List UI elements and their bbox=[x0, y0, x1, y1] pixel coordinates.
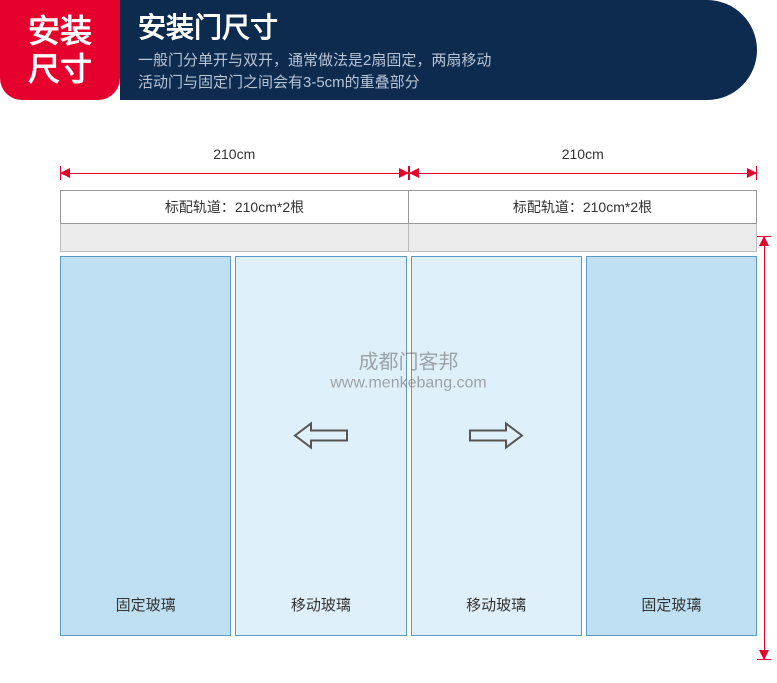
height-line bbox=[757, 236, 771, 660]
header: 安装 尺寸 安装门尺寸 一般门分单开与双开，通常做法是2扇固定，两扇移动 活动门… bbox=[0, 0, 777, 100]
track-label-right: 标配轨道：210cm*2根 bbox=[409, 191, 756, 223]
arrow-left-icon bbox=[409, 168, 419, 178]
height-dimension: 玻璃轨道 建议小于 260cm bbox=[757, 236, 777, 660]
dim-line-right bbox=[409, 166, 758, 180]
track-label-left: 标配轨道：210cm*2根 bbox=[61, 191, 409, 223]
badge: 安装 尺寸 bbox=[0, 0, 120, 100]
arrow-left-icon bbox=[60, 168, 70, 178]
title: 安装门尺寸 bbox=[138, 6, 739, 46]
rail-left bbox=[61, 224, 409, 251]
panel-label: 固定玻璃 bbox=[641, 594, 701, 615]
dim-right-label: 210cm bbox=[409, 146, 758, 162]
door-panels: 固定玻璃 移动玻璃 移动玻璃 固定玻璃 bbox=[60, 256, 757, 636]
dim-left: 210cm bbox=[60, 140, 409, 190]
track-labels: 标配轨道：210cm*2根 标配轨道：210cm*2根 bbox=[60, 190, 757, 224]
panel-label: 固定玻璃 bbox=[116, 594, 176, 615]
panel-label: 移动玻璃 bbox=[466, 594, 526, 615]
rail bbox=[60, 224, 757, 252]
arrow-down-icon bbox=[759, 650, 769, 660]
desc-line2: 活动门与固定门之间会有3-5cm的重叠部分 bbox=[138, 72, 739, 95]
rail-right bbox=[409, 224, 756, 251]
slide-right-icon bbox=[468, 421, 524, 456]
header-text: 安装门尺寸 一般门分单开与双开，通常做法是2扇固定，两扇移动 活动门与固定门之间… bbox=[120, 0, 757, 100]
badge-line2: 尺寸 bbox=[28, 50, 92, 88]
badge-line1: 安装 bbox=[28, 12, 92, 50]
dim-left-label: 210cm bbox=[60, 146, 409, 162]
dim-line-left bbox=[60, 166, 409, 180]
desc-line1: 一般门分单开与双开，通常做法是2扇固定，两扇移动 bbox=[138, 50, 739, 73]
panel-moving-left: 移动玻璃 bbox=[235, 256, 406, 636]
slide-left-icon bbox=[293, 421, 349, 456]
top-dimensions: 210cm 210cm bbox=[60, 140, 757, 190]
door-diagram: 210cm 210cm 标配轨道：210cm*2根 标配轨道：210cm*2根 … bbox=[60, 140, 757, 660]
panel-fixed-left: 固定玻璃 bbox=[60, 256, 231, 636]
dim-right: 210cm bbox=[409, 140, 758, 190]
panel-label: 移动玻璃 bbox=[291, 594, 351, 615]
panel-fixed-right: 固定玻璃 bbox=[586, 256, 757, 636]
panel-moving-right: 移动玻璃 bbox=[411, 256, 582, 636]
arrow-up-icon bbox=[759, 236, 769, 246]
